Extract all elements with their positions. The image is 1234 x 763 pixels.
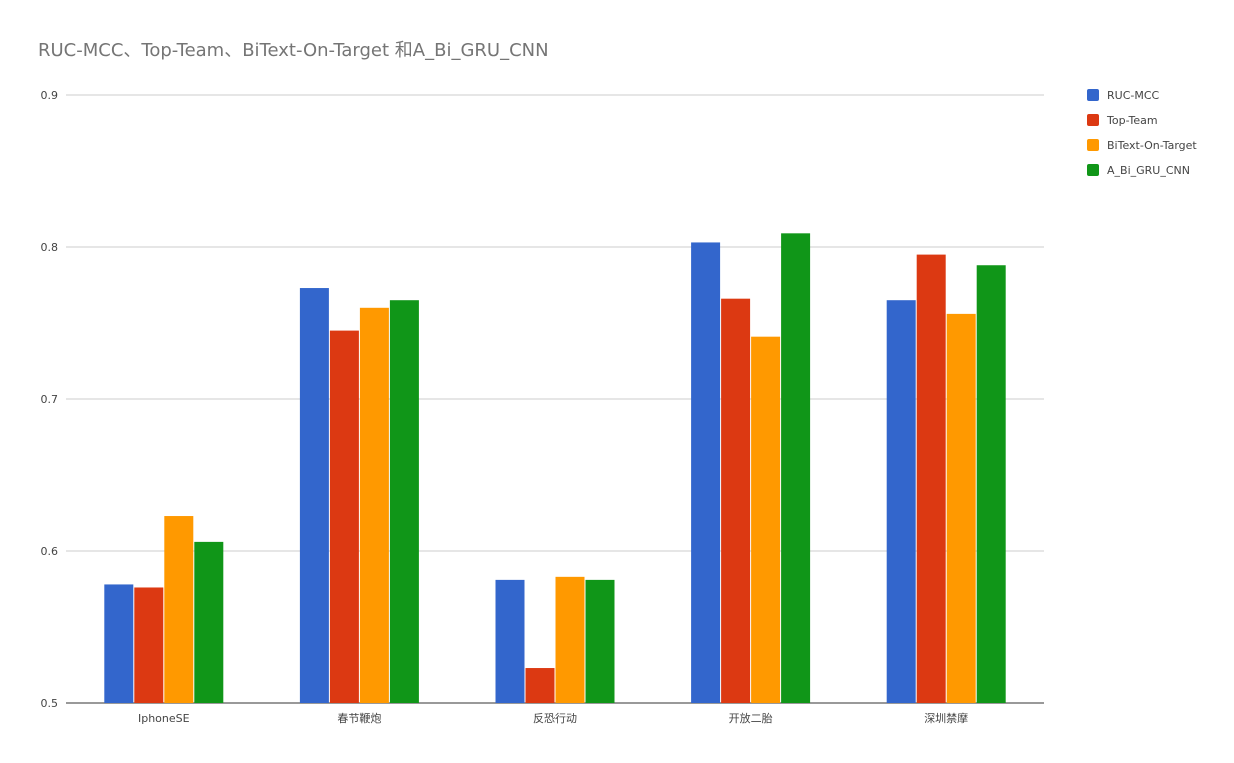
bar-top-team-1 <box>329 330 359 703</box>
bar-ruc-mcc-1 <box>299 288 329 703</box>
legend-label: A_Bi_GRU_CNN <box>1107 164 1190 177</box>
bar-bitext-on-target-0 <box>164 516 194 703</box>
bar-bitext-on-target-3 <box>751 336 781 703</box>
legend-label: BiText-On-Target <box>1107 139 1197 152</box>
chart-title: RUC-MCC、Top-Team、BiText-On-Target 和A_Bi_… <box>38 40 549 61</box>
y-tick-label: 0.9 <box>41 89 59 102</box>
bar-ruc-mcc-3 <box>691 242 721 703</box>
y-tick-label: 0.7 <box>41 393 59 406</box>
bar-top-team-2 <box>525 668 555 703</box>
y-tick-label: 0.8 <box>41 241 59 254</box>
y-tick-label: 0.5 <box>41 697 59 710</box>
y-axis-tick-labels: 0.5 0.6 0.7 0.8 0.9 <box>41 89 59 710</box>
bar-ruc-mcc-4 <box>886 300 916 703</box>
x-tick-label: IphoneSE <box>138 712 190 725</box>
x-tick-label: 春节鞭炮 <box>337 711 381 725</box>
bar-top-team-3 <box>721 298 751 703</box>
legend-swatch <box>1087 114 1099 126</box>
x-axis-tick-labels: IphoneSE 春节鞭炮 反恐行动 开放二胎 深圳禁摩 <box>138 711 968 725</box>
legend: RUC-MCC Top-Team BiText-On-Target A_Bi_GRU_… <box>1087 89 1197 177</box>
bars <box>104 233 1006 703</box>
bar-bitext-on-target-1 <box>359 307 389 703</box>
y-tick-label: 0.6 <box>41 545 59 558</box>
bar-bitext-on-target-2 <box>555 576 585 703</box>
bar-a-bi-gru-cnn-3 <box>781 233 811 703</box>
bar-a-bi-gru-cnn-0 <box>194 541 224 703</box>
bar-a-bi-gru-cnn-4 <box>976 265 1006 703</box>
bar-a-bi-gru-cnn-1 <box>389 300 419 703</box>
bar-ruc-mcc-2 <box>495 579 525 703</box>
x-tick-label: 深圳禁摩 <box>924 711 968 725</box>
legend-label: RUC-MCC <box>1107 89 1160 102</box>
legend-swatch <box>1087 164 1099 176</box>
bar-bitext-on-target-4 <box>946 313 976 703</box>
x-tick-label: 反恐行动 <box>533 712 577 725</box>
legend-swatch <box>1087 139 1099 151</box>
legend-label: Top-Team <box>1106 114 1158 127</box>
bar-top-team-4 <box>916 254 946 703</box>
bar-a-bi-gru-cnn-2 <box>585 579 615 703</box>
x-tick-label: 开放二胎 <box>729 711 773 725</box>
bar-ruc-mcc-0 <box>104 584 134 703</box>
legend-swatch <box>1087 89 1099 101</box>
bar-top-team-0 <box>134 587 164 703</box>
gridlines <box>66 94 1044 704</box>
